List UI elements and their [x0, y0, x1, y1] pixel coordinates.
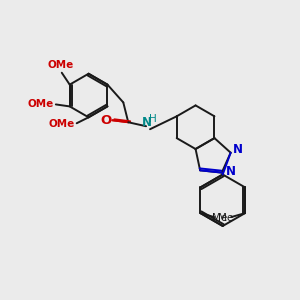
Text: N: N: [142, 116, 152, 129]
Text: N: N: [226, 165, 236, 178]
Text: N: N: [232, 143, 243, 156]
Text: H: H: [149, 114, 157, 124]
Text: Me: Me: [212, 213, 227, 223]
Text: OMe: OMe: [48, 60, 74, 70]
Text: OMe: OMe: [28, 99, 54, 110]
Text: Me: Me: [218, 213, 233, 223]
Text: O: O: [101, 114, 112, 127]
Text: OMe: OMe: [49, 119, 75, 129]
